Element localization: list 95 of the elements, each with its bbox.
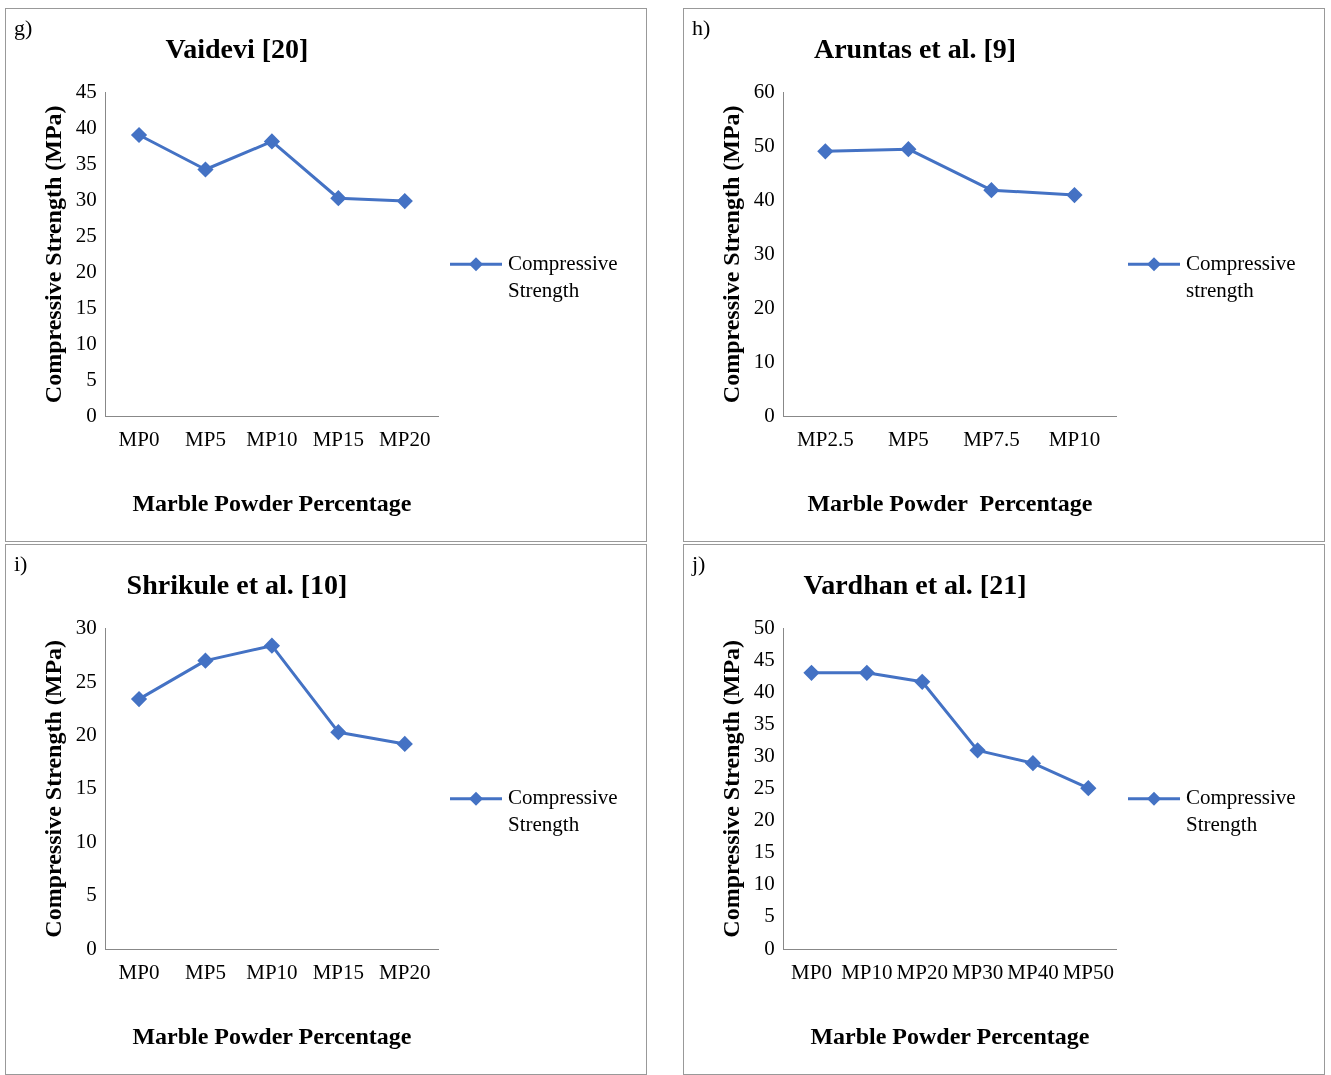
- y-tick-label: 10: [75, 828, 97, 853]
- y-axis-title: Compressive Strength (MPa): [717, 639, 744, 938]
- x-axis-title: Marble Powder Percentage: [807, 489, 1093, 516]
- x-tick-label: MP7.5: [963, 427, 1020, 452]
- text: g): [14, 15, 33, 41]
- x-axis-title: Marble Powder Percentage: [132, 489, 412, 516]
- y-tick-label: 15: [75, 294, 97, 319]
- y-tick-label: 20: [75, 258, 97, 283]
- y-tick-label: 35: [75, 150, 97, 175]
- y-tick-label: 25: [75, 668, 97, 693]
- x-tick-label: MP5: [185, 427, 226, 452]
- x-axis-title: Marble Powder Percentage: [810, 1022, 1090, 1049]
- y-tick-label: 20: [75, 721, 97, 746]
- chart-title: Aruntas et al. [9]: [813, 33, 1017, 65]
- x-tick-label: MP15: [312, 427, 365, 452]
- y-tick-label: 45: [753, 647, 775, 672]
- point: [330, 190, 346, 206]
- point: [1080, 780, 1096, 796]
- point: [131, 691, 147, 707]
- point: [983, 182, 999, 198]
- x-tick-label: MP5: [887, 427, 929, 452]
- x-tick-label: MP5: [185, 960, 226, 985]
- y-tick-label: 20: [753, 807, 775, 832]
- point: [330, 724, 346, 740]
- y-tick-label: 5: [86, 882, 97, 907]
- y-tick-label: 35: [753, 711, 775, 736]
- y-axis-title: Compressive Strength (MPa): [717, 105, 744, 404]
- y-tick-label: 5: [764, 903, 775, 928]
- point: [900, 141, 916, 157]
- x-tick-label: MP0: [118, 427, 160, 452]
- point: [264, 133, 280, 149]
- y-tick-label: 30: [75, 186, 97, 211]
- y-tick-label: 5: [86, 366, 97, 391]
- x-tick-label: MP10: [246, 960, 298, 985]
- y-tick-label: 10: [753, 871, 775, 896]
- y-axis-title: Compressive Strength (MPa): [39, 639, 66, 938]
- x-tick-label: MP10: [1048, 427, 1101, 452]
- point: [1066, 187, 1082, 203]
- y-tick-label: 40: [753, 186, 775, 211]
- point: [803, 665, 819, 681]
- point: [859, 665, 875, 681]
- y-tick-label: 0: [764, 402, 775, 427]
- y-tick-label: 50: [753, 615, 775, 640]
- y-tick-label: 15: [75, 775, 97, 800]
- y-axis-title: Compressive Strength (MPa): [39, 105, 66, 404]
- y-tick-label: 0: [764, 935, 775, 960]
- y-tick-label: 10: [753, 348, 775, 373]
- x-tick-label: MP40: [1007, 960, 1059, 985]
- point: [914, 674, 930, 690]
- x-tick-label: MP20: [379, 427, 431, 452]
- text: i): [14, 551, 28, 577]
- x-tick-label: MP10: [246, 427, 298, 452]
- y-tick-label: 10: [75, 330, 97, 355]
- x-tick-label: MP0: [118, 960, 160, 985]
- point: [1025, 755, 1041, 771]
- y-tick-label: 30: [75, 615, 97, 640]
- x-tick-label: MP20: [379, 960, 431, 985]
- text: h): [692, 15, 711, 41]
- point: [817, 143, 833, 159]
- x-tick-label: MP50: [1062, 960, 1114, 985]
- y-tick-label: 40: [75, 115, 97, 140]
- y-tick-label: 40: [753, 679, 775, 704]
- legend-label: Compressive Strength: [1186, 785, 1296, 837]
- x-tick-label: MP30: [951, 960, 1004, 985]
- legend-label: Compressive strength: [1186, 250, 1296, 302]
- y-tick-label: 25: [753, 775, 775, 800]
- y-tick-label: 45: [75, 79, 97, 104]
- x-tick-label: MP10: [841, 960, 893, 985]
- y-tick-label: 0: [86, 402, 97, 427]
- y-tick-label: 15: [753, 839, 775, 864]
- point: [197, 653, 213, 669]
- y-tick-label: 30: [753, 743, 775, 768]
- legend-label: Compressive Strength: [508, 250, 618, 302]
- y-tick-label: 0: [86, 935, 97, 960]
- chart-title: Vardhan et al. [21]: [803, 569, 1027, 601]
- y-tick-label: 50: [753, 133, 775, 158]
- point: [397, 193, 413, 209]
- point: [970, 742, 986, 758]
- legend-label: Compressive Strength: [508, 785, 618, 837]
- text: j): [692, 551, 706, 577]
- point: [397, 736, 413, 752]
- x-tick-label: MP15: [312, 960, 365, 985]
- y-tick-label: 20: [753, 294, 775, 319]
- chart-title: Shrikule et al. [10]: [126, 569, 348, 601]
- point: [131, 127, 147, 143]
- chart-title: Vaidevi [20]: [165, 33, 309, 65]
- point: [197, 162, 213, 177]
- x-tick-label: MP2.5: [797, 427, 854, 452]
- x-tick-label: MP0: [791, 960, 832, 985]
- point: [264, 638, 280, 654]
- y-tick-label: 60: [753, 79, 775, 104]
- y-tick-label: 30: [753, 240, 775, 265]
- x-tick-label: MP20: [896, 960, 948, 985]
- y-tick-label: 25: [75, 222, 97, 247]
- x-axis-title: Marble Powder Percentage: [132, 1022, 412, 1049]
